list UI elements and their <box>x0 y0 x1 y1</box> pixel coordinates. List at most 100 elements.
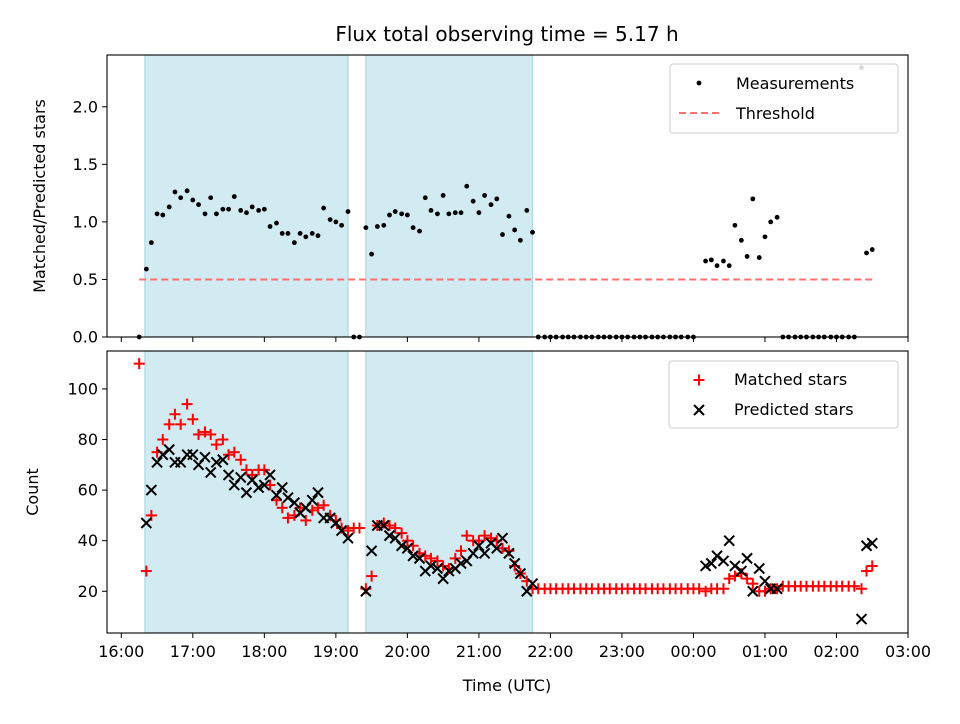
matched-stars-point <box>193 428 205 440</box>
measurement-point <box>297 231 303 236</box>
legend-predicted-marker <box>693 404 705 416</box>
predicted-stars-point <box>747 585 759 597</box>
predicted-stars-point <box>735 565 748 577</box>
predicted-stars-point <box>496 532 509 544</box>
predicted-stars-point <box>240 486 253 499</box>
y-tick-label: 1.5 <box>73 155 98 174</box>
measurement-point <box>267 224 273 229</box>
predicted-stars-point <box>866 537 878 549</box>
measurement-point <box>381 222 387 228</box>
y-tick-label: 60 <box>78 481 98 500</box>
predicted-stars-point <box>312 486 324 499</box>
measurement-point <box>202 211 208 217</box>
matched-stars-point <box>163 418 175 430</box>
x-tick-label: 01:00 <box>742 642 788 661</box>
matched-stars-point <box>169 408 181 420</box>
matched-stars-point <box>282 512 294 524</box>
matched-stars-point <box>157 434 169 446</box>
predicted-stars-point <box>855 613 868 625</box>
counts-points <box>133 358 878 625</box>
predicted-stars-point <box>437 572 449 585</box>
matched-stars-point <box>431 555 443 567</box>
matched-stars-point <box>312 502 324 514</box>
x-tick-label: 19:00 <box>313 642 359 661</box>
counts-panel: 20 40 60 80 100 16:00 17:00 18:00 19:00 20:00 21:… <box>23 350 931 695</box>
predicted-stars-point <box>741 552 753 565</box>
matched-stars-point <box>205 428 217 440</box>
measurement-point <box>249 204 255 210</box>
measurement-point <box>452 210 458 216</box>
y-tick-label: 40 <box>78 531 98 550</box>
matched-stars-point <box>199 426 211 438</box>
measurement-point <box>154 211 160 217</box>
predicted-stars-point <box>306 494 318 506</box>
measurement-point <box>160 212 166 218</box>
measurement-point <box>470 198 476 204</box>
predicted-stars-point <box>276 481 288 494</box>
measurement-point <box>440 193 446 198</box>
measurement-point <box>285 231 291 236</box>
matched-stars-point <box>461 530 473 542</box>
measurement-point <box>327 217 333 222</box>
ratio-y-axis-label: Matched/Predicted stars <box>30 99 49 293</box>
ratio-x-ticks <box>120 337 909 342</box>
measurement-point <box>404 212 410 218</box>
measurement-point <box>369 251 375 257</box>
predicted-stars-point <box>526 577 539 590</box>
measurement-point <box>410 225 416 231</box>
matched-stars-point <box>353 522 365 534</box>
measurement-point <box>482 193 488 198</box>
matched-stars-point <box>700 585 712 597</box>
x-axis-label: Time (UTC) <box>462 676 551 695</box>
measurement-point <box>309 231 315 236</box>
measurement-point <box>446 211 452 217</box>
measurement-point <box>214 211 219 217</box>
matched-stars-point <box>264 479 276 491</box>
predicted-stars-point <box>258 479 271 491</box>
measurement-point <box>726 263 732 269</box>
matched-stars-point <box>258 464 270 476</box>
matched-stars-point <box>496 542 508 554</box>
predicted-stars-point <box>204 466 217 479</box>
predicted-stars-point <box>187 448 199 461</box>
measurement-point <box>256 207 262 213</box>
matched-stars-point <box>223 449 235 461</box>
matched-stars-point <box>717 583 729 595</box>
ratio-shades <box>144 55 534 337</box>
predicted-stars-point <box>210 456 223 468</box>
predicted-stars-point <box>753 562 765 575</box>
measurement-point <box>279 231 285 236</box>
measurement-point <box>333 219 339 225</box>
matched-stars-point <box>140 565 152 577</box>
matched-stars-point <box>217 434 229 446</box>
measurement-point <box>703 258 709 264</box>
measurement-point <box>721 258 726 264</box>
predicted-stars-point <box>365 545 378 557</box>
predicted-stars-point <box>360 585 372 597</box>
measurement-point <box>744 254 750 259</box>
matched-stars-point <box>479 530 491 542</box>
predicted-stars-point <box>455 557 467 570</box>
shaded-interval <box>144 55 349 337</box>
matched-stars-point <box>455 545 467 557</box>
matched-stars-point <box>318 499 330 511</box>
y-tick-label: 0.0 <box>73 328 98 347</box>
x-tick-label: 23:00 <box>599 642 645 661</box>
measurement-point <box>714 263 720 269</box>
legend-measurements-marker <box>696 80 702 86</box>
legend-matched-label: Matched stars <box>734 370 847 389</box>
ratio-axes-frame <box>106 54 909 338</box>
y-tick-label: 0.5 <box>73 270 98 289</box>
predicted-stars-point <box>521 585 533 597</box>
measurement-point <box>226 206 231 212</box>
predicted-stars-point <box>467 547 479 560</box>
predicted-stars-point <box>264 469 276 481</box>
predicted-stars-point <box>151 456 163 468</box>
measurement-point <box>524 207 530 213</box>
measurement-point <box>315 233 321 239</box>
measurement-point <box>732 222 738 228</box>
predicted-stars-point <box>395 540 408 552</box>
predicted-stars-point <box>342 532 354 544</box>
predicted-stars-point <box>478 547 491 560</box>
y-tick-label: 2.0 <box>73 97 98 116</box>
